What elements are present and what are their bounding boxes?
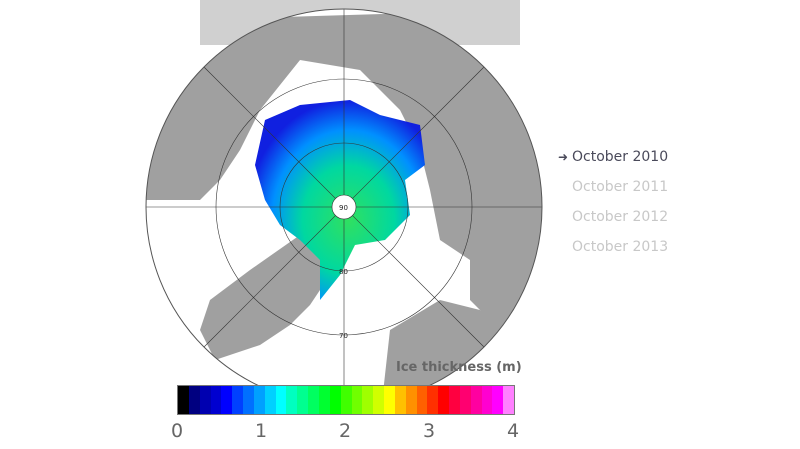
date-option-2013[interactable]: October 2013 <box>558 236 668 266</box>
date-label: October 2013 <box>572 239 669 255</box>
colorbar-swatch <box>199 386 211 414</box>
colorbar-swatch <box>210 386 222 414</box>
date-option-2011[interactable]: October 2011 <box>558 176 668 206</box>
colorbar-tick: 4 <box>506 420 520 442</box>
colorbar-swatch <box>340 386 352 414</box>
colorbar-swatch <box>459 386 471 414</box>
colorbar-swatch <box>394 386 406 414</box>
colorbar-swatch <box>481 386 493 414</box>
arrow-right-icon: ➜ <box>558 150 569 164</box>
date-option-2010[interactable]: ➜ October 2010 <box>558 146 668 176</box>
land-greenland <box>200 235 335 360</box>
colorbar-swatch <box>264 386 276 414</box>
date-selector: ➜ October 2010 October 2011 October 2012 … <box>558 146 668 266</box>
colorbar-tick: 0 <box>170 420 184 442</box>
lat-label-70: 70 <box>339 332 348 340</box>
colorbar-swatch <box>221 386 233 414</box>
colorbar-tick: 2 <box>338 420 352 442</box>
colorbar-swatch <box>438 386 450 414</box>
land-eurasia <box>180 10 542 330</box>
pole-hole <box>331 194 357 220</box>
colorbar-swatch <box>470 386 482 414</box>
colorbar-swatch <box>449 386 460 414</box>
colorbar-swatch <box>329 386 341 414</box>
colorbar-tick: 3 <box>422 420 436 442</box>
lat-label-80: 80 <box>339 268 348 276</box>
date-label: October 2011 <box>572 179 669 195</box>
colorbar-swatch <box>427 386 439 414</box>
date-label: October 2010 <box>572 149 669 165</box>
colorbar-swatch <box>308 386 319 414</box>
lat-label-90: 90 <box>339 204 348 212</box>
colorbar-swatch <box>275 386 287 414</box>
date-label: October 2012 <box>572 209 669 225</box>
colorbar-swatch <box>405 386 417 414</box>
colorbar-swatch <box>373 386 385 414</box>
colorbar-swatch <box>297 386 309 414</box>
colorbar-swatch <box>351 386 363 414</box>
colorbar <box>177 385 515 415</box>
colorbar-tick: 1 <box>254 420 268 442</box>
colorbar-swatch <box>232 386 244 414</box>
colorbar-swatch <box>178 386 189 414</box>
date-option-2012[interactable]: October 2012 <box>558 206 668 236</box>
colorbar-title: Ice thickness (m) <box>396 360 522 375</box>
colorbar-swatch <box>243 386 254 414</box>
colorbar-swatch <box>362 386 374 414</box>
colorbar-swatch <box>286 386 298 414</box>
colorbar-swatch <box>188 386 200 414</box>
colorbar-swatch <box>492 386 504 414</box>
colorbar-swatch <box>416 386 428 414</box>
colorbar-swatch <box>384 386 395 414</box>
colorbar-swatch <box>318 386 330 414</box>
colorbar-swatch <box>253 386 265 414</box>
colorbar-swatch <box>503 386 515 414</box>
